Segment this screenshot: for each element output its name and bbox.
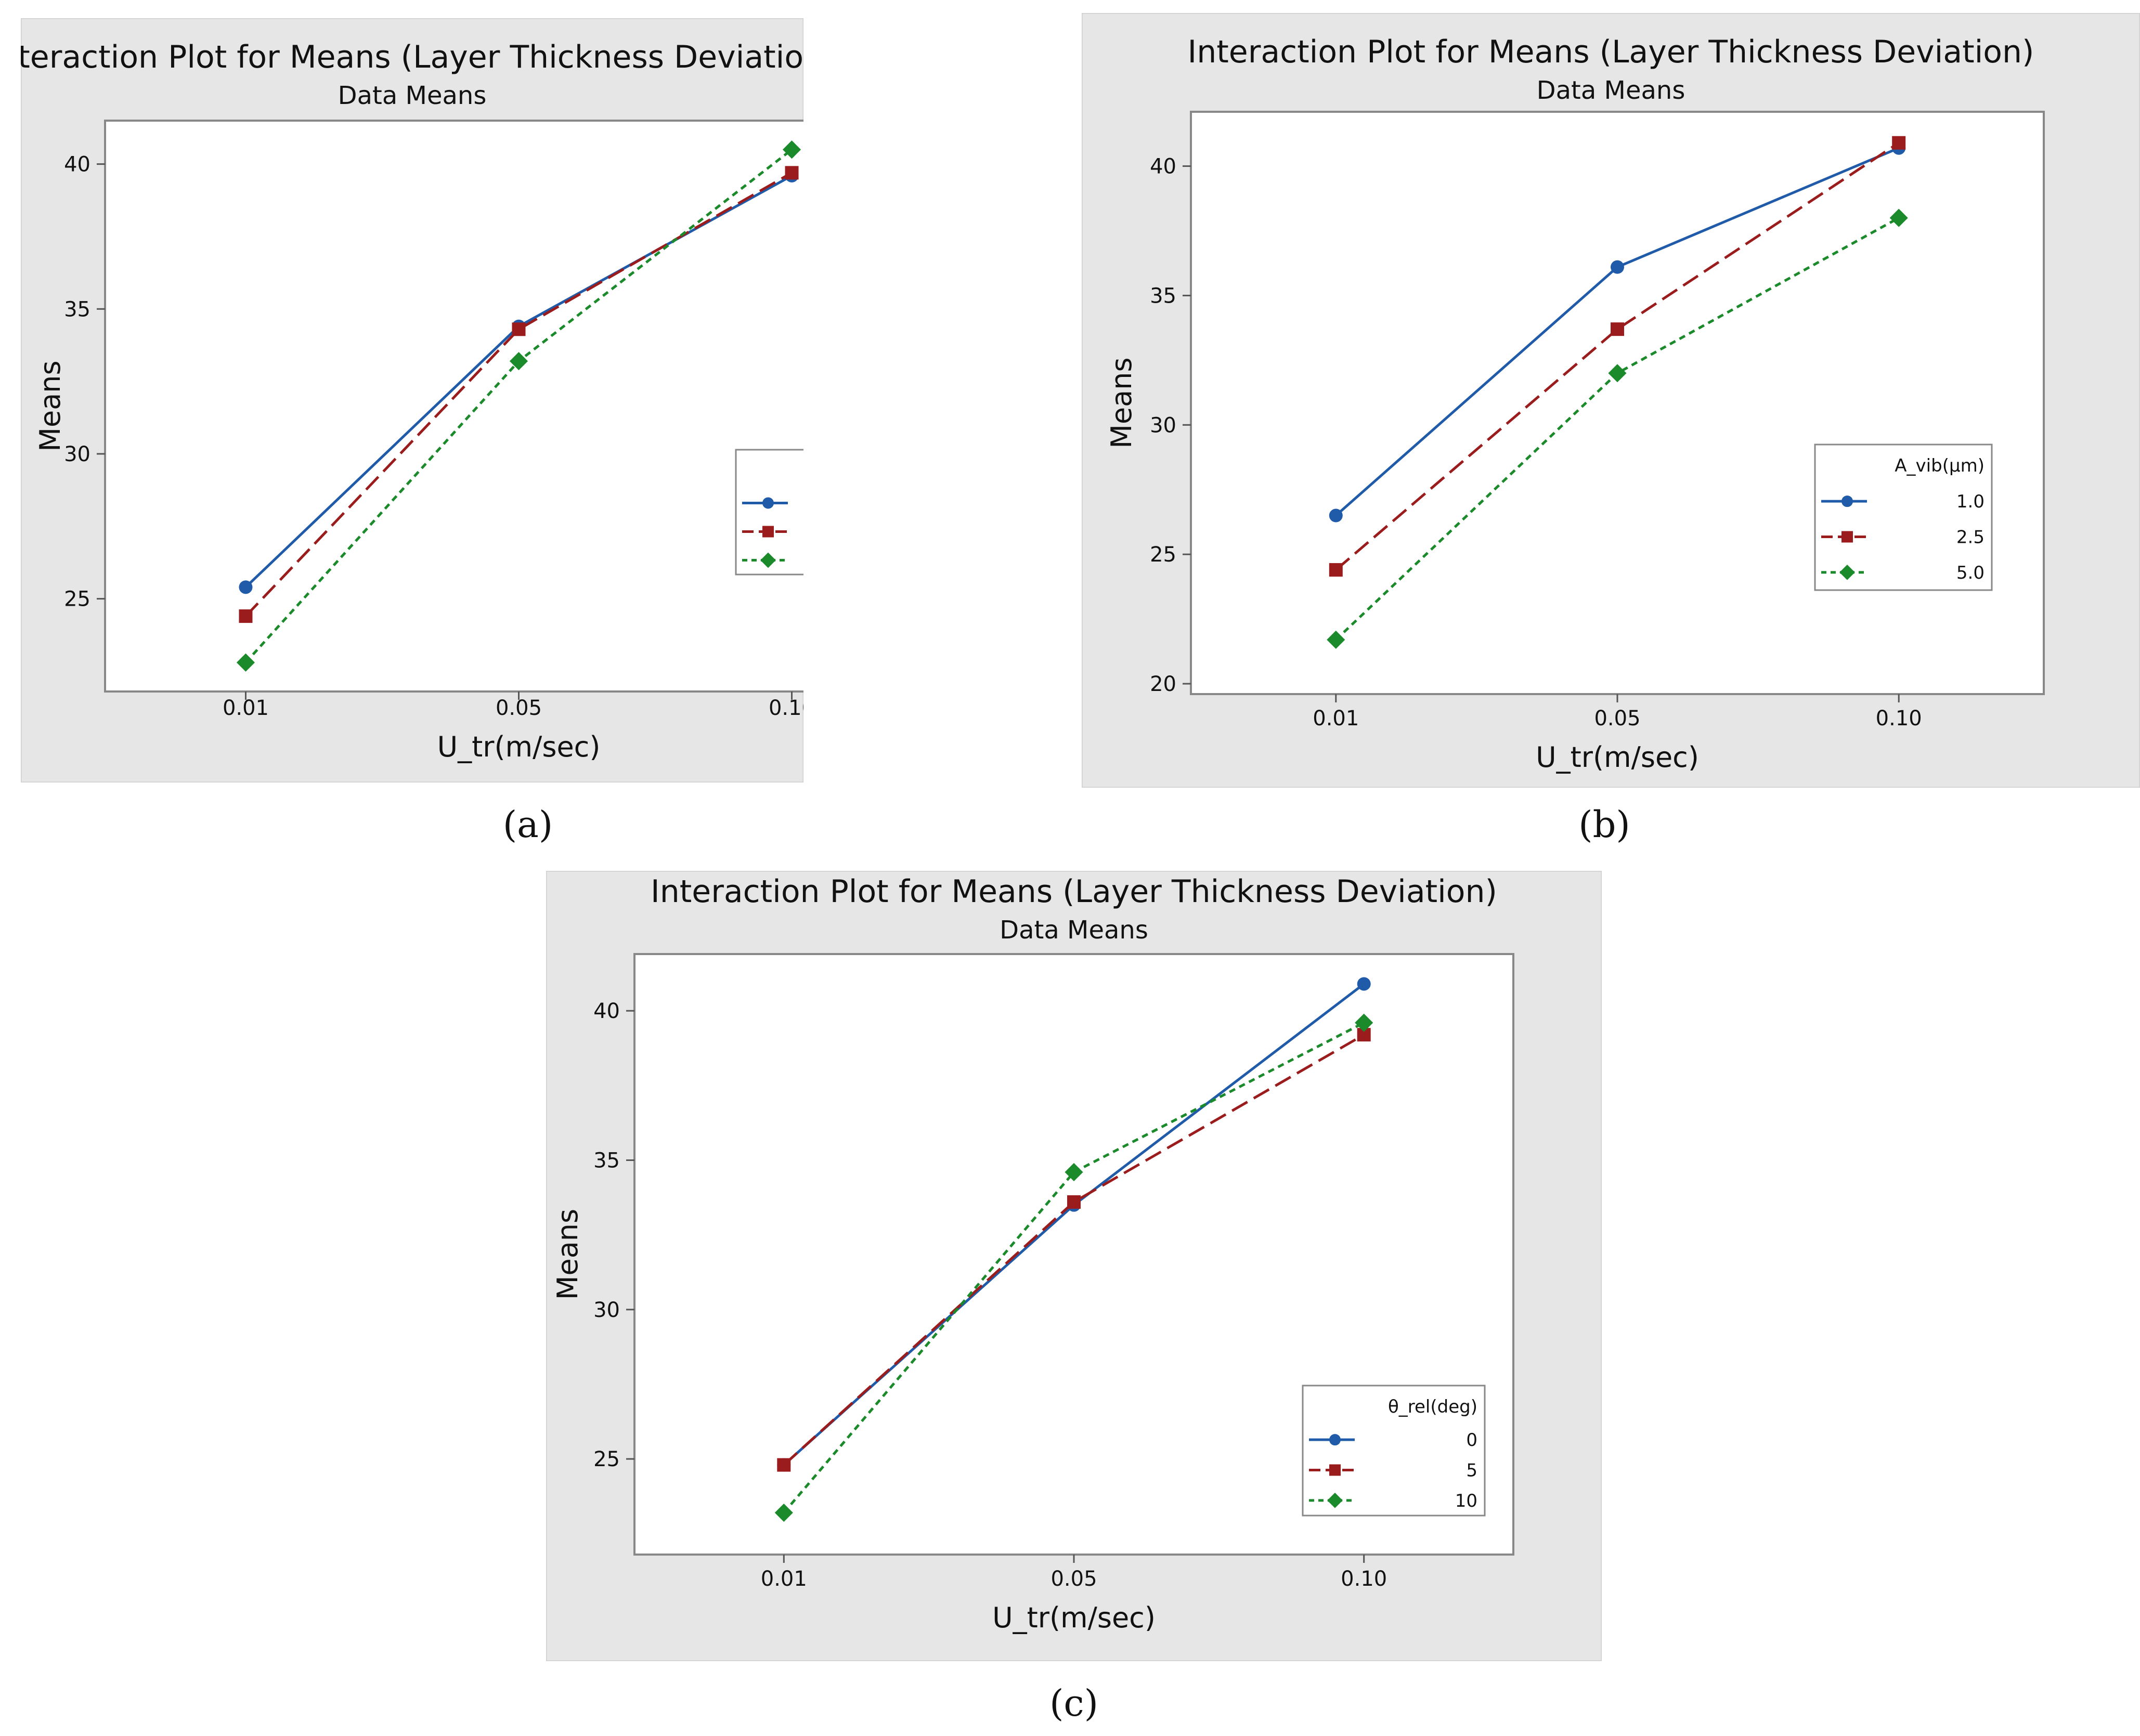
x-axis-label: U_tr(m/sec): [992, 1601, 1156, 1634]
data-point: [509, 352, 528, 371]
y-tick-label: 30: [64, 442, 90, 466]
legend-title: θ_rel(deg): [1388, 1396, 1477, 1417]
y-tick-label: 35: [1150, 284, 1176, 308]
legend-marker: [1841, 495, 1853, 507]
y-tick-label: 40: [1150, 155, 1176, 179]
legend-label: 5.0: [1956, 563, 1985, 583]
series-1000: [239, 166, 799, 623]
y-tick-label: 40: [64, 153, 90, 177]
y-tick-label: 30: [593, 1298, 620, 1322]
chart-title: Interaction Plot for Means (Layer Thickn…: [651, 873, 1497, 910]
series-line: [244, 172, 793, 617]
legend-marker: [762, 526, 774, 538]
y-tick-label: 40: [593, 999, 620, 1023]
data-point: [512, 322, 526, 336]
legend-label: 10: [1455, 1491, 1477, 1511]
x-tick-label: 0.10: [769, 696, 803, 720]
series-5: [777, 1028, 1371, 1472]
y-axis-label: Means: [1105, 357, 1138, 448]
plot-area: [104, 120, 803, 693]
y-tick-label: 25: [64, 588, 90, 611]
legend-marker: [1327, 1492, 1343, 1508]
x-tick-label: 0.01: [223, 696, 269, 720]
y-tick-label: 25: [1150, 543, 1176, 567]
chart-title: Interaction Plot for Means (Layer Thickn…: [1188, 34, 2034, 70]
chart-panel-b: Interaction Plot for Means (Layer Thickn…: [1082, 13, 2140, 788]
y-tick-label: 35: [64, 297, 90, 321]
legend: f_vib(Hz)50010002000: [735, 449, 803, 576]
legend: A_vib(µm) 1.0 2.5 5.0: [1814, 443, 1993, 591]
y-tick-label: 30: [1150, 413, 1176, 437]
x-axis-label: U_tr(m/sec): [437, 730, 601, 763]
x-tick-label: 0.05: [1594, 707, 1640, 730]
data-point: [774, 1504, 793, 1522]
y-tick-label: 25: [593, 1447, 620, 1471]
data-point: [239, 580, 253, 594]
x-tick-label: 0.05: [496, 696, 542, 720]
data-point: [239, 609, 253, 623]
y-axis-label: Means: [34, 360, 67, 451]
data-point: [785, 166, 799, 180]
legend-box: [735, 449, 803, 576]
legend: θ_rel(deg) 0 5 10: [1302, 1385, 1486, 1517]
x-tick-label: 0.05: [1050, 1567, 1097, 1591]
plot-area: [1190, 111, 2045, 695]
series-2000: [236, 140, 801, 672]
data-point: [1608, 364, 1627, 383]
x-tick-label: 0.01: [761, 1567, 807, 1591]
data-point: [777, 1458, 791, 1472]
legend-label: 5: [1466, 1460, 1477, 1481]
x-tick-label: 0.10: [1341, 1567, 1387, 1591]
caption-b: (b): [1578, 803, 1630, 846]
caption-c: (c): [1049, 1682, 1098, 1725]
legend-marker: [760, 552, 776, 568]
chart-title: Interaction Plot for Means (Layer Thickn…: [21, 39, 803, 75]
chart-subtitle: Data Means: [1000, 916, 1148, 945]
caption-a: (a): [502, 803, 553, 846]
legend-marker: [1329, 1464, 1341, 1476]
chart-subtitle: Data Means: [338, 81, 487, 110]
data-point: [1892, 136, 1906, 150]
data-point: [782, 140, 801, 159]
data-point: [1065, 1163, 1083, 1182]
data-point: [1329, 563, 1343, 577]
data-point: [1329, 508, 1343, 523]
chart-panel-c: Interaction Plot for Means (Layer Thickn…: [546, 871, 1602, 1661]
x-tick-label: 0.01: [1313, 707, 1359, 730]
data-point: [1067, 1195, 1081, 1209]
data-point: [236, 653, 255, 672]
y-axis-label: Means: [551, 1209, 584, 1300]
legend-marker: [1841, 531, 1853, 543]
y-tick-label: 35: [593, 1148, 620, 1172]
legend-label: 2.5: [1956, 527, 1985, 548]
data-point: [1611, 322, 1624, 336]
series-2.5: [1329, 136, 1906, 577]
legend-label: 0: [1466, 1430, 1477, 1451]
legend-marker: [762, 497, 774, 509]
legend-marker: [1329, 1434, 1341, 1446]
data-point: [1611, 260, 1624, 274]
legend-label: 1.0: [1956, 491, 1985, 512]
legend-title: A_vib(µm): [1895, 455, 1985, 476]
x-tick-label: 0.10: [1876, 707, 1922, 730]
chart-subtitle: Data Means: [1537, 76, 1685, 105]
legend-marker: [1839, 564, 1855, 580]
data-point: [1357, 977, 1371, 991]
legend-box: [1814, 443, 1993, 591]
legend-box: [1302, 1385, 1486, 1517]
y-tick-label: 20: [1150, 672, 1176, 696]
x-axis-label: U_tr(m/sec): [1536, 741, 1699, 774]
chart-panel-a: Interaction Plot for Means (Layer Thickn…: [21, 18, 803, 782]
